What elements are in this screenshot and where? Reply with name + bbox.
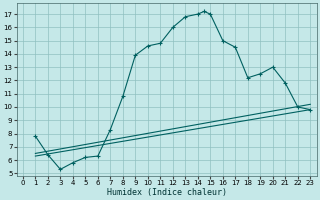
- X-axis label: Humidex (Indice chaleur): Humidex (Indice chaleur): [107, 188, 227, 197]
